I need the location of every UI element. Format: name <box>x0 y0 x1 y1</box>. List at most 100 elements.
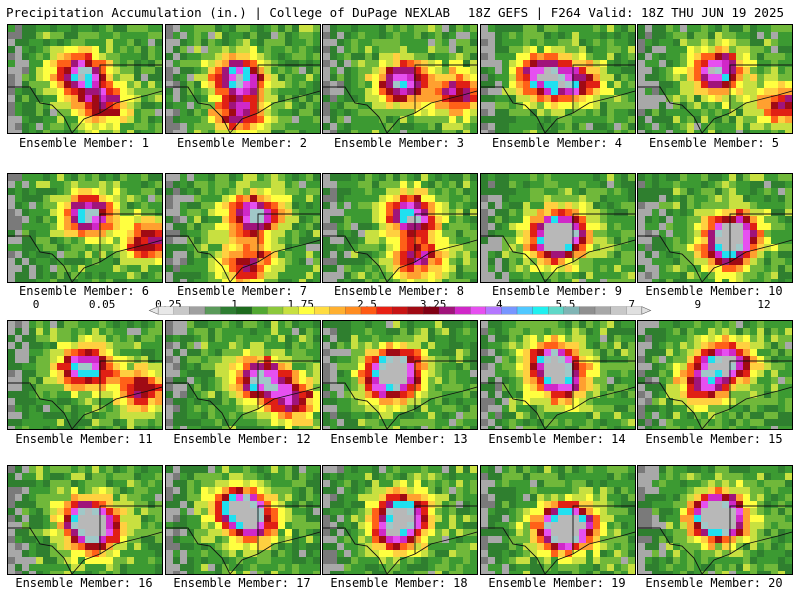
ensemble-panel-14 <box>480 320 636 430</box>
colorbar-swatch <box>485 306 502 315</box>
precip-map <box>638 25 792 133</box>
map-borders <box>481 360 635 429</box>
member-caption-15: Ensemble Member: 15 <box>645 432 783 446</box>
member-caption-20: Ensemble Member: 20 <box>645 576 783 590</box>
colorbar-swatch <box>251 306 268 315</box>
colorbar-tick-label: 0 <box>32 298 40 311</box>
colorbar <box>148 306 652 315</box>
ensemble-panel-20 <box>637 465 793 575</box>
map-borders <box>323 64 477 133</box>
colorbar-swatch <box>329 306 346 315</box>
colorbar-swatch <box>594 306 612 315</box>
precip-map <box>481 466 635 574</box>
ensemble-panel-9 <box>480 173 636 283</box>
ensemble-panel-2 <box>165 24 321 134</box>
precip-map <box>166 321 320 429</box>
colorbar-swatch <box>407 306 424 315</box>
ensemble-panel-4 <box>480 24 636 134</box>
colorbar-swatch <box>376 306 393 315</box>
member-caption-6: Ensemble Member: 6 <box>18 284 150 298</box>
precip-map <box>8 321 162 429</box>
colorbar-swatch <box>220 306 237 315</box>
colorbar-swatch <box>470 306 487 315</box>
run-info: 18Z GEFS | F264 Valid: 18Z THU JUN 19 20… <box>467 5 784 20</box>
member-caption-1: Ensemble Member: 1 <box>18 136 150 150</box>
colorbar-swatch <box>345 306 362 315</box>
page-title: Precipitation Accumulation (in.) | Colle… <box>6 5 451 20</box>
member-caption-7: Ensemble Member: 7 <box>176 284 308 298</box>
precip-map <box>323 174 477 282</box>
colorbar-swatch <box>423 306 440 315</box>
map-borders <box>166 360 320 429</box>
map-borders <box>8 213 162 282</box>
map-borders <box>481 213 635 282</box>
member-caption-19: Ensemble Member: 19 <box>488 576 626 590</box>
colorbar-swatch <box>516 306 534 315</box>
ensemble-panel-8 <box>322 173 478 283</box>
colorbar-swatch <box>392 306 409 315</box>
ensemble-panel-15 <box>637 320 793 430</box>
colorbar-swatch <box>204 306 222 315</box>
member-caption-8: Ensemble Member: 8 <box>333 284 465 298</box>
precip-map <box>323 25 477 133</box>
precip-map <box>166 466 320 574</box>
map-borders <box>638 505 792 574</box>
map-borders <box>323 505 477 574</box>
member-caption-11: Ensemble Member: 11 <box>15 432 153 446</box>
map-borders <box>166 505 320 574</box>
ensemble-panel-7 <box>165 173 321 283</box>
ensemble-panel-10 <box>637 173 793 283</box>
colorbar-swatch <box>298 306 315 315</box>
colorbar-tick-label: 7 <box>628 298 635 311</box>
precip-map <box>323 321 477 429</box>
colorbar-right-arrow <box>641 306 652 315</box>
colorbar-swatch <box>610 306 627 315</box>
precip-map <box>323 466 477 574</box>
ensemble-panel-18 <box>322 465 478 575</box>
ensemble-panel-16 <box>7 465 163 575</box>
ensemble-panel-12 <box>165 320 321 430</box>
map-borders <box>323 213 477 282</box>
precip-map <box>638 466 792 574</box>
member-caption-13: Ensemble Member: 13 <box>330 432 468 446</box>
colorbar-left-arrow <box>148 306 159 315</box>
member-caption-4: Ensemble Member: 4 <box>491 136 623 150</box>
colorbar-swatch <box>454 306 471 315</box>
map-borders <box>638 360 792 429</box>
map-borders <box>166 64 320 133</box>
precip-map <box>166 25 320 133</box>
map-borders <box>166 213 320 282</box>
colorbar-swatch <box>282 306 300 315</box>
colorbar-tick-label: 9 <box>694 298 702 311</box>
precip-map <box>481 174 635 282</box>
ensemble-panel-11 <box>7 320 163 430</box>
member-caption-5: Ensemble Member: 5 <box>648 136 780 150</box>
colorbar-tick-label: 1 <box>231 298 238 311</box>
map-borders <box>481 505 635 574</box>
colorbar-swatch <box>579 306 596 315</box>
member-caption-10: Ensemble Member: 10 <box>645 284 783 298</box>
member-caption-16: Ensemble Member: 16 <box>15 576 153 590</box>
ensemble-panel-5 <box>637 24 793 134</box>
colorbar-swatch <box>267 306 284 315</box>
map-borders <box>8 505 162 574</box>
colorbar-swatch <box>563 306 580 315</box>
precip-map <box>638 321 792 429</box>
map-borders <box>8 64 162 133</box>
member-caption-18: Ensemble Member: 18 <box>330 576 468 590</box>
member-caption-3: Ensemble Member: 3 <box>333 136 465 150</box>
member-caption-12: Ensemble Member: 12 <box>173 432 311 446</box>
precip-map <box>8 466 162 574</box>
colorbar-swatch <box>438 306 456 315</box>
map-borders <box>323 360 477 429</box>
precip-map <box>481 321 635 429</box>
map-borders <box>8 360 162 429</box>
colorbar-tick-label: 0.05 <box>88 298 116 311</box>
colorbar-tick-label: 12 <box>757 298 771 311</box>
member-caption-2: Ensemble Member: 2 <box>176 136 308 150</box>
colorbar-swatch <box>360 306 378 315</box>
colorbar-swatch <box>314 306 331 315</box>
precip-map <box>166 174 320 282</box>
ensemble-panel-19 <box>480 465 636 575</box>
precip-map <box>481 25 635 133</box>
